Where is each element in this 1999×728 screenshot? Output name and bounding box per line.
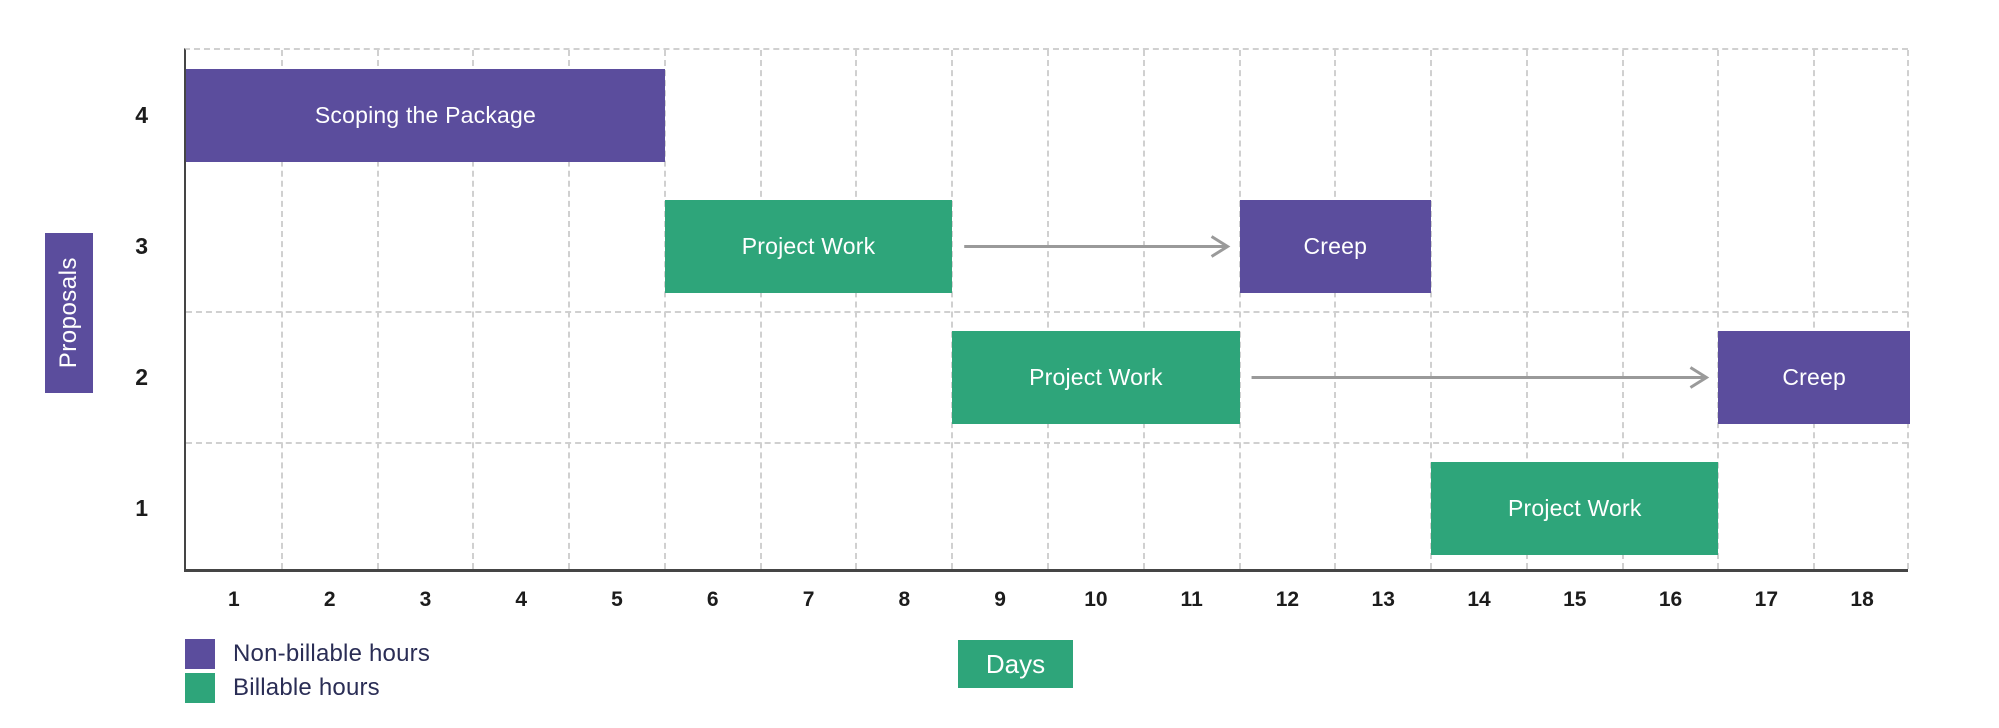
x-tick-label: 15 (1563, 588, 1587, 611)
gridline-vertical (1047, 50, 1049, 569)
bar-label: Project Work (741, 233, 876, 259)
bar-label: Project Work (1507, 495, 1642, 521)
gridline-horizontal (186, 442, 1908, 444)
x-tick-label: 1 (228, 588, 240, 611)
legend-label-billable: Billable hours (233, 674, 380, 701)
legend: Non-billable hours Billable hours (185, 638, 430, 706)
y-tick-label: 1 (135, 494, 148, 521)
gantt-bar-project-work: Project Work (952, 331, 1240, 424)
x-tick-label: 2 (323, 588, 336, 611)
x-tick-label: 17 (1754, 588, 1778, 611)
gantt-bar-creep: Creep (1718, 331, 1910, 424)
plot-area: Scoping the Package Project Work Creep Proj… (135, 48, 1910, 611)
x-tick-label: 4 (515, 588, 528, 611)
legend-label-non-billable: Non-billable hours (233, 640, 431, 667)
y-tick-label: 3 (135, 232, 148, 259)
y-tick-label: 4 (135, 101, 148, 128)
x-tick-label: 7 (802, 588, 815, 611)
gridline-vertical (1334, 50, 1337, 569)
legend-item-billable: Billable hours (185, 672, 430, 704)
x-tick-label: 5 (611, 588, 623, 611)
bar-label: Creep (1303, 233, 1368, 259)
gridline-vertical (568, 50, 571, 569)
gridline-vertical (1907, 50, 1909, 569)
gridline-vertical (376, 50, 379, 569)
x-tick-label: 12 (1275, 588, 1300, 611)
bar-label: Project Work (1029, 364, 1163, 390)
x-tick-label: 8 (898, 588, 911, 611)
gridline-vertical (1142, 50, 1145, 569)
bar-label: Scoping the Package (314, 102, 537, 128)
gridline-vertical (759, 50, 762, 569)
gridline-vertical (1813, 50, 1816, 569)
dependency-arrow (1251, 366, 1710, 389)
gridline-vertical (1621, 50, 1624, 569)
gantt-bar-creep: Creep (1239, 200, 1432, 293)
gridline-vertical (855, 50, 858, 569)
x-tick-label: 11 (1180, 588, 1203, 611)
bar-label: Creep (1782, 364, 1847, 390)
x-tick-label: 13 (1371, 588, 1395, 611)
gridline-vertical (1430, 50, 1433, 569)
gantt-bar-scoping-the-package: Scoping the Package (186, 69, 665, 162)
x-tick-label: 18 (1850, 588, 1874, 611)
x-tick-label: 10 (1084, 588, 1108, 611)
y-axis-title-box: Proposals (45, 233, 93, 393)
gridline-vertical (1525, 50, 1528, 569)
legend-swatch-non-billable (185, 639, 215, 669)
gridline-horizontal (186, 311, 1908, 313)
x-axis-title: Days (985, 648, 1046, 679)
dependency-arrow (964, 235, 1231, 258)
x-tick-label: 9 (994, 588, 1006, 611)
gantt-bar-project-work: Project Work (1431, 462, 1719, 555)
x-tick-label: 6 (706, 588, 719, 611)
legend-item-non-billable: Non-billable hours (185, 638, 430, 670)
gridline-vertical (1238, 50, 1241, 569)
x-axis-title-box: Days (958, 640, 1073, 688)
x-tick-label: 3 (419, 588, 432, 611)
gridline-vertical (280, 50, 283, 569)
y-axis-title: Proposals (55, 257, 82, 369)
gridline-vertical (663, 50, 666, 569)
legend-swatch-billable (185, 673, 215, 703)
x-tick-label: 14 (1467, 588, 1491, 611)
gantt-bar-project-work: Project Work (664, 200, 953, 293)
y-tick-label: 2 (135, 363, 148, 390)
x-tick-label: 16 (1658, 588, 1683, 611)
gridline-vertical (472, 50, 475, 569)
gridline-vertical (951, 50, 954, 569)
gridline-vertical (1717, 50, 1720, 569)
